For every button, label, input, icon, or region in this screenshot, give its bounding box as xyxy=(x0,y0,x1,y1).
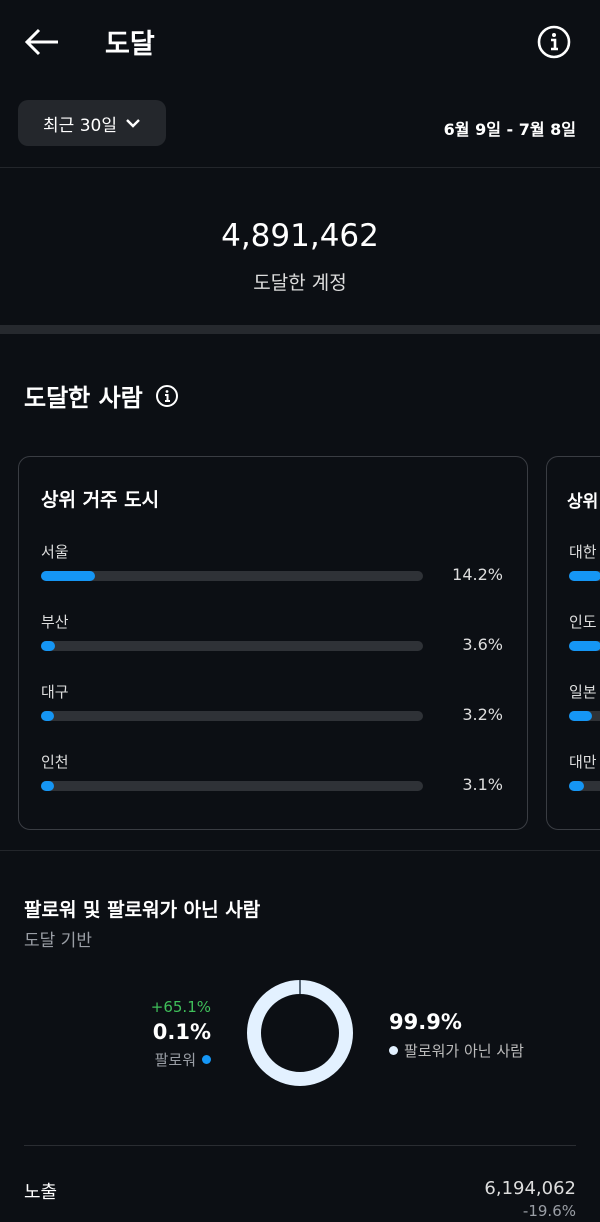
non-follower-legend: 팔로워가 아닌 사람 xyxy=(389,1040,524,1061)
follower-change: +65.1% xyxy=(150,998,211,1016)
bar-label: 서울 xyxy=(41,543,69,561)
bar-track xyxy=(569,781,600,791)
bar-row: 대만 xyxy=(569,751,600,791)
section-divider xyxy=(0,325,600,334)
bar-row: 일본 xyxy=(569,681,600,721)
bar-fill xyxy=(569,781,585,791)
date-range-label: 최근 30일 xyxy=(43,115,117,136)
bar-row: 서울 14.2% xyxy=(41,541,503,584)
bar-label: 인천 xyxy=(41,753,69,771)
bar-track xyxy=(569,711,600,721)
bar-track xyxy=(41,781,423,791)
date-range-text: 6월 9일 - 7월 8일 xyxy=(443,120,576,139)
bar-fill xyxy=(41,781,55,791)
info-icon[interactable] xyxy=(155,384,179,408)
bar-row: 부산 3.6% xyxy=(41,611,503,654)
bar-track xyxy=(41,571,423,581)
bar-track xyxy=(41,641,423,651)
section-title-text: 도달한 사람 xyxy=(24,384,143,412)
bar-fill xyxy=(569,641,600,651)
bar-fill xyxy=(569,571,600,581)
follower-label: 팔로워 xyxy=(154,1051,196,1069)
bar-label: 대구 xyxy=(41,683,69,701)
section-title: 도달한 사람 xyxy=(24,378,179,413)
follower-legend: 팔로워 xyxy=(155,1049,211,1070)
bar-value: 14.2% xyxy=(452,565,503,584)
bar-value: 3.2% xyxy=(462,705,503,724)
bar-label: 부산 xyxy=(41,613,69,631)
card-title: 상위 거주 도시 xyxy=(41,489,160,511)
page-title: 도달 xyxy=(105,29,155,60)
top-cities-card[interactable]: 상위 거주 도시 서울 14.2% 부산 3.6% 대구 3.2% 인천 3.1% xyxy=(18,456,528,830)
non-follower-percent: 99.9% xyxy=(389,1010,462,1034)
reach-total: 4,891,462 xyxy=(221,218,379,254)
bar-fill xyxy=(569,711,592,721)
bar-row: 대한 xyxy=(569,541,600,581)
follower-dot-icon xyxy=(202,1055,211,1064)
followers-subtitle: 도달 기반 xyxy=(24,931,92,951)
card-title: 상위 xyxy=(567,492,599,512)
bar-row: 인천 3.1% xyxy=(41,751,503,794)
back-arrow-icon[interactable] xyxy=(22,24,60,60)
bar-track xyxy=(569,571,600,581)
non-follower-dot-icon xyxy=(389,1046,398,1055)
impressions-label: 노출 xyxy=(24,1182,58,1203)
followers-donut-chart xyxy=(247,980,353,1086)
followers-title: 팔로워 및 팔로워가 아닌 사람 xyxy=(24,899,261,921)
bar-row: 대구 3.2% xyxy=(41,681,503,724)
bar-row: 인도 xyxy=(569,611,600,651)
bar-value: 3.1% xyxy=(462,775,503,794)
non-follower-label: 팔로워가 아닌 사람 xyxy=(404,1042,524,1060)
bar-label: 일본 xyxy=(569,683,597,701)
impressions-change: -19.6% xyxy=(522,1202,576,1220)
top-countries-card[interactable]: 상위 대한 인도 일본 대만 xyxy=(546,456,600,830)
bar-label: 인도 xyxy=(569,613,597,631)
bar-fill xyxy=(41,571,96,581)
bar-value: 3.6% xyxy=(462,635,503,654)
divider xyxy=(0,850,600,851)
bar-label: 대만 xyxy=(569,753,597,771)
follower-percent: 0.1% xyxy=(152,1020,211,1044)
divider xyxy=(24,1145,576,1146)
divider xyxy=(0,167,600,168)
bar-track xyxy=(569,641,600,651)
date-range-dropdown[interactable]: 최근 30일 xyxy=(18,100,166,146)
impressions-value: 6,194,062 xyxy=(484,1178,576,1199)
bar-fill xyxy=(41,711,55,721)
info-icon[interactable] xyxy=(536,24,572,60)
bar-fill xyxy=(41,641,55,651)
bar-track xyxy=(41,711,423,721)
chevron-down-icon xyxy=(126,119,140,128)
bar-label: 대한 xyxy=(569,543,597,561)
reach-total-label: 도달한 계정 xyxy=(253,272,347,294)
non-follower-segment xyxy=(247,980,353,1086)
